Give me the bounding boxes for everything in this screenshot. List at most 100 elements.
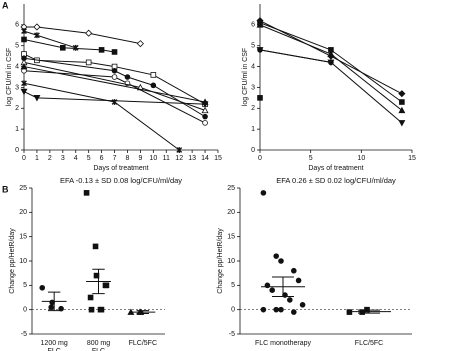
marker — [398, 90, 406, 98]
x-tick-label: 2 — [48, 155, 52, 162]
category-label: 1200 mg — [41, 340, 68, 347]
y-tick-label: 4 — [15, 63, 19, 70]
caption: EFA -0.13 ± SD 0.08 log/CFU/ml/day — [60, 176, 182, 185]
marker — [33, 23, 41, 31]
y-tick-label: 20 — [19, 209, 27, 216]
marker — [85, 59, 92, 66]
y-tick-label: 25 — [19, 185, 27, 192]
error-bar — [92, 268, 105, 295]
y-tick-label: 0 — [15, 147, 19, 154]
marker — [260, 306, 267, 313]
marker — [48, 304, 55, 311]
marker — [257, 47, 263, 53]
marker — [273, 306, 280, 313]
marker — [88, 306, 95, 313]
y-tick-label: 0 — [251, 147, 255, 154]
marker — [295, 277, 302, 284]
marker — [273, 253, 280, 259]
x-tick-label: 5 — [87, 155, 91, 162]
marker — [202, 113, 208, 120]
x-tick-label: 3 — [61, 155, 65, 162]
y-tick-label: 3 — [251, 84, 255, 91]
x-tick-label: 6 — [100, 155, 104, 162]
marker — [39, 284, 46, 291]
marker — [176, 147, 183, 153]
y-tick-label: 10 — [227, 258, 235, 265]
category-label: FLC — [92, 348, 105, 351]
marker — [136, 40, 144, 48]
y-tick-label: 0 — [231, 307, 235, 314]
marker — [33, 95, 41, 102]
category-label: FLC/5FC — [355, 340, 383, 347]
x-tick-label: 0 — [258, 155, 262, 162]
x-tick-label: 12 — [175, 155, 183, 162]
marker — [58, 305, 64, 312]
marker — [269, 287, 276, 294]
marker — [124, 74, 131, 80]
marker — [290, 267, 297, 274]
y-tick-label: -5 — [229, 331, 235, 338]
marker — [278, 258, 284, 264]
series-line — [24, 26, 141, 45]
marker — [290, 309, 297, 315]
y-tick-label: 5 — [251, 43, 255, 50]
marker — [201, 106, 209, 114]
marker — [150, 72, 157, 78]
x-tick-label: 1 — [35, 155, 39, 162]
y-tick-label: 5 — [231, 282, 235, 289]
x-tick-label: 4 — [74, 155, 78, 162]
x-tick-label: 10 — [149, 155, 157, 162]
y-axis-label: Change pp/HetR/day — [9, 228, 16, 294]
category-label: FLC monotherapy — [255, 340, 312, 347]
x-tick-label: 15 — [408, 155, 416, 162]
marker — [21, 80, 27, 87]
y-tick-label: 15 — [19, 234, 27, 241]
x-tick-label: 10 — [357, 155, 365, 162]
y-axis-label: log CFU/ml in CSF — [242, 48, 249, 106]
category-label: FLC/5FC — [129, 340, 157, 347]
x-tick-label: 11 — [163, 155, 170, 162]
y-tick-label: 4 — [251, 63, 255, 70]
y-axis-label: log CFU/ml in CSF — [6, 48, 13, 106]
marker — [299, 301, 306, 308]
marker — [398, 106, 406, 114]
error-bar — [136, 310, 150, 315]
marker — [202, 120, 208, 126]
y-tick-label: 6 — [251, 22, 255, 29]
x-tick-label: 9 — [138, 155, 142, 162]
x-tick-label: 15 — [214, 155, 222, 162]
error-bar — [47, 291, 61, 312]
y-axis-label: Change pp/HetR/day — [217, 228, 224, 294]
marker — [83, 190, 90, 196]
x-tick-label: 8 — [126, 155, 130, 162]
marker — [201, 98, 209, 105]
y-tick-label: 3 — [15, 84, 19, 91]
y-tick-label: 6 — [15, 22, 19, 29]
x-axis-label: Days of treatment — [93, 165, 148, 172]
series-line — [23, 38, 115, 53]
x-tick-label: 5 — [309, 155, 313, 162]
error-bar — [272, 276, 294, 298]
marker — [111, 67, 118, 74]
x-axis-label: Days of treatment — [308, 165, 363, 172]
marker — [399, 99, 405, 105]
marker — [98, 306, 105, 313]
series-line — [259, 24, 403, 111]
marker — [111, 74, 118, 80]
y-tick-label: 5 — [23, 282, 27, 289]
y-tick-label: 20 — [227, 209, 235, 216]
panel-label: A — [2, 0, 9, 10]
marker — [278, 306, 284, 313]
panel-label: B — [2, 184, 9, 194]
series-line — [259, 49, 332, 63]
marker — [98, 47, 105, 53]
marker — [256, 21, 264, 28]
y-tick-label: 10 — [19, 258, 27, 265]
y-tick-label: 5 — [15, 43, 19, 50]
marker — [111, 49, 118, 55]
marker — [398, 120, 406, 127]
x-tick-label: 0 — [22, 155, 26, 162]
caption: EFA 0.26 ± SD 0.02 log/CFU/ml/day — [276, 176, 396, 185]
y-tick-label: 2 — [251, 105, 255, 112]
